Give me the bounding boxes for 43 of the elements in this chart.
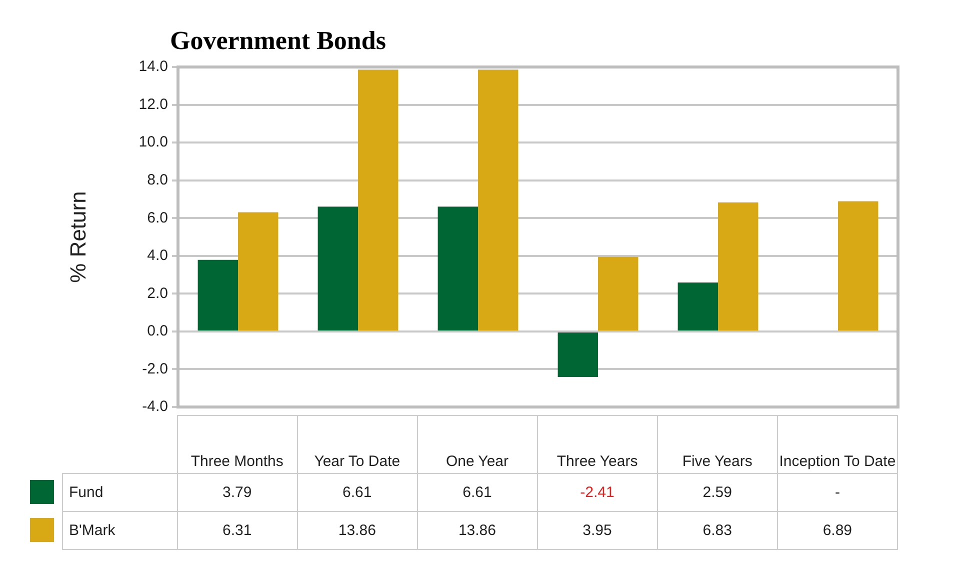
data-label: 3.95 [537,512,658,550]
x-tick-label: Five Years [657,416,778,474]
x-tick-label: Three Months [177,416,298,474]
legend-label: Fund [62,474,178,512]
x-tick-label: Year To Date [297,416,418,474]
y-tick-label: 10.0 [138,134,168,151]
bar [838,201,878,330]
y-tick-label: -4.0 [142,398,168,416]
y-tick-label: 14.0 [138,58,168,76]
data-label: 3.79 [177,474,298,512]
bar [598,256,638,330]
data-label: 2.59 [657,474,778,512]
data-label: 6.61 [297,474,418,512]
x-tick-label: One Year [417,416,538,474]
bar [238,212,278,330]
y-tick-label: 12.0 [138,96,168,113]
data-label: 6.89 [777,512,898,550]
bar [198,260,238,330]
x-tick-label: Inception To Date [777,416,898,474]
text: - [834,484,840,501]
y-tick-label: 8.0 [147,171,168,188]
y-tick-label: 2.0 [147,284,168,302]
data-label: 6.61 [417,474,538,512]
bar [318,206,358,330]
y-tick-label: -2.0 [142,360,168,378]
data-label: 6.31 [177,512,298,550]
data-label: -2.41 [537,474,658,512]
bar [678,282,718,330]
y-tick-label: 0.0 [147,322,168,340]
bar [438,206,478,330]
bar [718,202,758,330]
data-label: 13.86 [297,512,418,550]
legend-label: B'Mark [62,512,178,550]
y-tick-label: 4.0 [147,247,168,264]
x-tick-label: Three Years [537,416,658,474]
y-axis-title: % Return [65,191,90,283]
chart-title: Government Bonds [170,26,386,56]
bar [358,70,398,330]
y-tick-label: 6.0 [147,209,168,226]
data-label: 6.83 [657,512,778,550]
data-label: 13.86 [417,512,538,550]
bar [478,70,518,330]
bar [558,332,598,377]
